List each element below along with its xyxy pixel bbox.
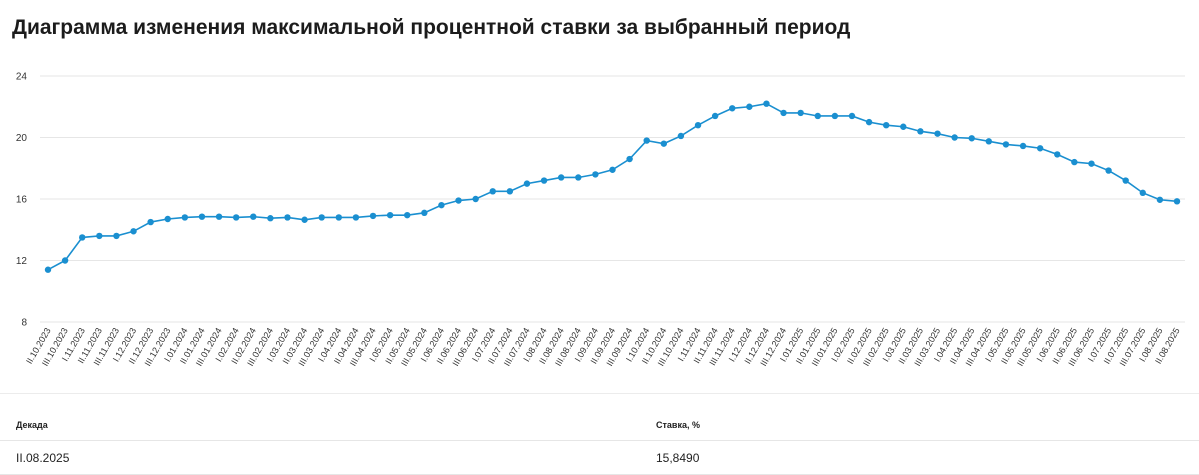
data-point[interactable] <box>44 266 52 273</box>
data-point[interactable] <box>951 134 958 141</box>
data-point[interactable] <box>113 232 120 240</box>
data-point[interactable] <box>301 216 308 223</box>
data-point[interactable] <box>369 212 377 220</box>
data-point[interactable] <box>575 174 582 181</box>
y-tick-label: 8 <box>21 318 27 329</box>
data-point[interactable] <box>711 112 719 120</box>
y-axis-ticks: 8 12 16 20 24 <box>16 72 28 329</box>
data-point[interactable] <box>335 214 343 221</box>
data-point[interactable] <box>79 234 86 241</box>
data-point[interactable] <box>1036 145 1044 152</box>
data-point[interactable] <box>1088 160 1095 167</box>
data-point[interactable] <box>677 132 685 140</box>
data-point[interactable] <box>1019 142 1027 150</box>
data-point[interactable] <box>386 211 394 219</box>
data-point[interactable] <box>1105 167 1112 174</box>
data-point[interactable] <box>1173 198 1181 205</box>
data-point[interactable] <box>882 122 890 129</box>
data-point[interactable] <box>660 140 668 147</box>
data-point[interactable] <box>1054 151 1061 158</box>
cell-decade: II.08.2025 <box>0 440 640 475</box>
data-point[interactable] <box>865 118 873 126</box>
selected-point-table: Декада Ставка, % II.08.2025 15,8490 <box>0 410 1199 475</box>
data-point[interactable] <box>284 214 291 221</box>
column-header-decade: Декада <box>0 410 640 441</box>
y-tick-label: 20 <box>16 133 28 144</box>
data-point[interactable] <box>215 213 223 220</box>
rate-line-chart: 8 12 16 20 24 II.10.2023III.10.2023I.11.2023… <box>16 72 1185 368</box>
data-point[interactable] <box>592 171 599 178</box>
data-point[interactable] <box>1002 141 1010 148</box>
data-point[interactable] <box>985 138 993 145</box>
table-header-row: Декада Ставка, % <box>0 410 1199 441</box>
data-point[interactable] <box>900 123 907 130</box>
data-point[interactable] <box>421 209 428 217</box>
data-point[interactable] <box>934 130 941 137</box>
x-axis-ticks: II.10.2023III.10.2023I.11.2023II.11.2023… <box>24 326 1182 368</box>
data-point[interactable] <box>250 213 257 220</box>
data-point[interactable] <box>523 180 531 187</box>
data-point[interactable] <box>232 214 240 221</box>
data-point[interactable] <box>1139 189 1146 197</box>
page-title: Диаграмма изменения максимальной процент… <box>12 16 851 39</box>
data-point[interactable] <box>181 214 189 221</box>
data-point[interactable] <box>455 197 462 204</box>
data-point[interactable] <box>626 155 633 163</box>
divider <box>0 393 1199 394</box>
data-point[interactable] <box>352 214 360 221</box>
data-point[interactable] <box>557 174 565 181</box>
data-point[interactable] <box>1071 158 1078 166</box>
data-point[interactable] <box>1156 196 1164 203</box>
table-row: II.08.2025 15,8490 <box>0 440 1199 475</box>
data-point[interactable] <box>643 137 650 144</box>
data-point[interactable] <box>968 135 975 142</box>
data-point[interactable] <box>96 232 103 240</box>
data-point[interactable] <box>917 128 924 135</box>
y-tick-label: 16 <box>16 195 28 206</box>
data-point[interactable] <box>164 215 171 223</box>
data-point[interactable] <box>147 218 154 226</box>
data-point[interactable] <box>404 211 411 219</box>
data-point[interactable] <box>729 105 736 112</box>
data-point[interactable] <box>489 188 496 195</box>
data-point[interactable] <box>797 109 804 117</box>
data-point[interactable] <box>746 103 753 110</box>
data-point[interactable] <box>267 215 274 222</box>
data-point[interactable] <box>694 122 702 129</box>
data-point[interactable] <box>198 213 206 220</box>
data-point[interactable] <box>609 166 616 173</box>
cell-rate: 15,8490 <box>640 440 1199 475</box>
data-point[interactable] <box>61 257 69 264</box>
y-tick-label: 12 <box>16 256 28 267</box>
data-point[interactable] <box>130 228 137 235</box>
data-point[interactable] <box>831 112 839 120</box>
column-header-rate: Ставка, % <box>640 410 1199 441</box>
data-point[interactable] <box>472 195 479 203</box>
data-point[interactable] <box>763 100 770 107</box>
data-point[interactable] <box>318 214 325 221</box>
data-point[interactable] <box>814 112 821 120</box>
y-tick-label: 24 <box>16 72 28 83</box>
data-point[interactable] <box>780 109 787 117</box>
series-line <box>47 102 1178 271</box>
data-point[interactable] <box>540 177 548 184</box>
data-point[interactable] <box>506 188 514 195</box>
grid-lines <box>40 75 1185 323</box>
data-point[interactable] <box>438 201 445 209</box>
data-point[interactable] <box>848 112 856 120</box>
data-point[interactable] <box>1122 177 1129 184</box>
data-points <box>44 100 1181 273</box>
